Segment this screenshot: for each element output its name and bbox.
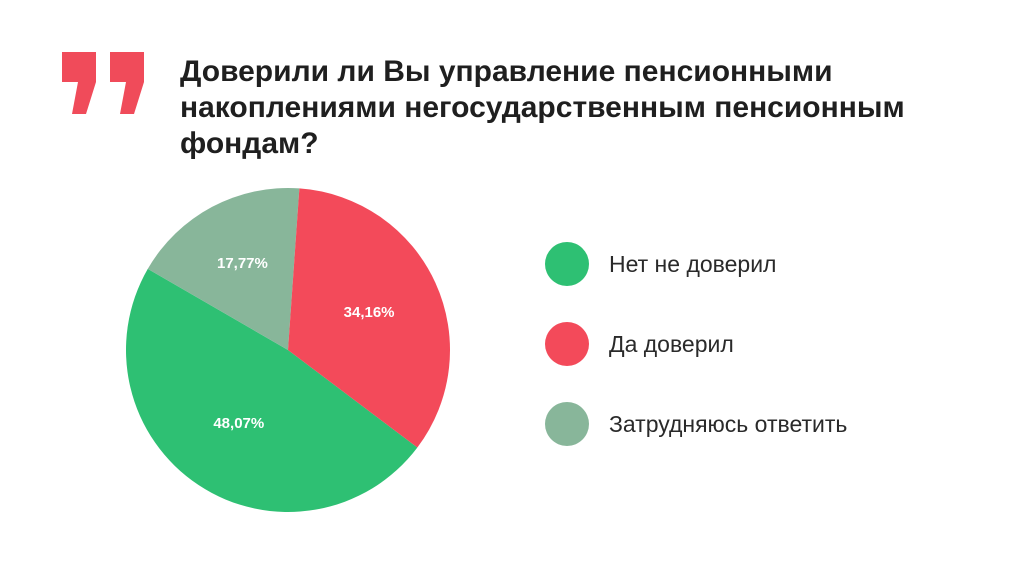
pie-chart: 48,07% 17,77% 34,16% [120,182,456,518]
slice-value-label: 48,07% [213,415,264,432]
slice-value-label: 34,16% [344,304,395,321]
pie-slice [288,188,450,448]
legend-item: Затрудняюсь ответить [545,396,847,452]
legend-label: Нет не доверил [609,250,777,277]
chart-legend: Нет не доверил Да доверил Затрудняюсь отве… [545,236,847,476]
legend-item: Нет не доверил [545,236,847,292]
legend-label: Затрудняюсь ответить [609,410,848,437]
slice-value-label: 17,77% [217,255,268,272]
pie-slice [126,268,418,512]
chart-title: Доверили ли Вы управление пенсионными на… [180,55,905,160]
legend-swatch [545,242,589,286]
legend-swatch [545,402,589,446]
legend-swatch [545,322,589,366]
pie-slice [147,188,300,350]
pie-chart-svg: 48,07% 17,77% 34,16% [126,188,450,512]
legend-label: Да доверил [609,330,734,357]
double-quote-icon [62,52,144,114]
legend-item: Да доверил [545,316,847,372]
